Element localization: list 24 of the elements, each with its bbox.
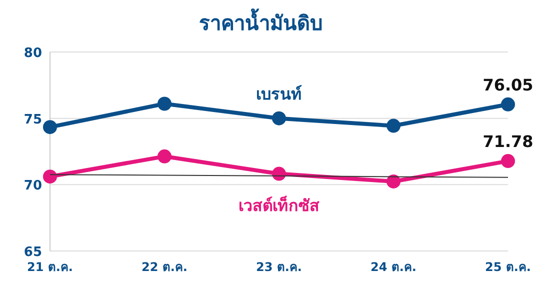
y-tick-label: 65 xyxy=(24,245,42,260)
x-tick-label: 23 ต.ค. xyxy=(256,260,302,274)
chart-title: ราคาน้ำมันดิบ xyxy=(199,8,323,35)
series-label: เบรนท์ xyxy=(256,84,302,104)
x-tick-label: 25 ต.ค. xyxy=(485,260,531,274)
point xyxy=(272,166,286,181)
series-label: เวสต์เท็กซัส xyxy=(238,194,320,215)
point xyxy=(501,97,515,112)
point xyxy=(501,154,515,168)
x-tick-label: 21 ต.ค. xyxy=(27,260,73,274)
point xyxy=(43,120,57,134)
data-label: 71.78 xyxy=(482,132,534,152)
x-tick-label: 22 ต.ค. xyxy=(142,260,188,274)
point xyxy=(158,96,172,111)
y-tick-label: 75 xyxy=(24,112,42,128)
point xyxy=(43,170,57,184)
point xyxy=(272,111,286,126)
data-label: 76.05 xyxy=(482,75,534,94)
point xyxy=(386,118,400,133)
x-tick-label: 24 ต.ค. xyxy=(370,260,416,274)
point xyxy=(158,149,172,164)
y-tick-label: 80 xyxy=(24,46,42,61)
y-tick-label: 70 xyxy=(24,178,42,194)
point xyxy=(386,174,400,188)
